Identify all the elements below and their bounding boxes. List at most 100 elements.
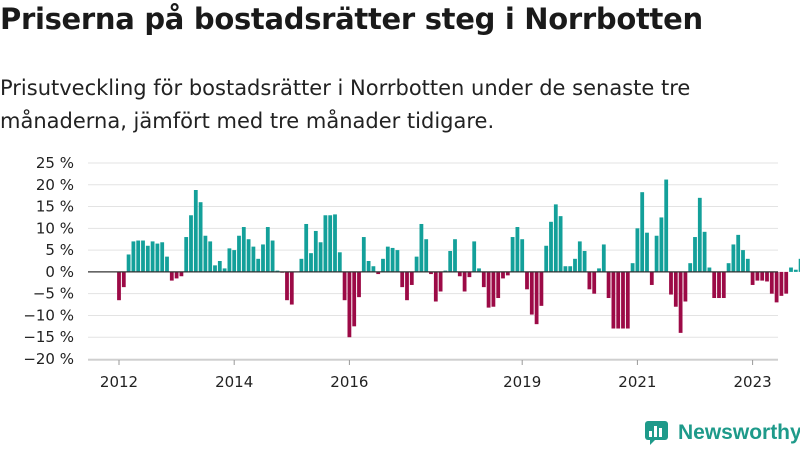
bar — [693, 237, 697, 272]
bar — [750, 271, 755, 285]
bar — [664, 179, 669, 272]
bar — [568, 266, 573, 272]
bar — [717, 271, 721, 299]
bar — [184, 237, 189, 272]
y-tick-label: 5 % — [45, 241, 74, 259]
bar — [328, 215, 333, 272]
bar — [510, 237, 515, 272]
bar — [784, 271, 789, 294]
bar — [126, 254, 131, 272]
x-tick-label: 2016 — [330, 373, 368, 391]
newsworthy-logo-icon — [645, 421, 668, 445]
bar — [433, 271, 438, 302]
bar — [525, 271, 529, 290]
bar — [741, 250, 745, 272]
bar — [635, 228, 640, 272]
bar — [438, 271, 443, 292]
bar — [232, 250, 237, 272]
bar — [582, 250, 587, 272]
x-tick-label: 2023 — [734, 373, 772, 391]
bar — [299, 258, 304, 272]
bar — [467, 271, 472, 278]
y-tick-label: 15 % — [36, 198, 74, 216]
y-tick-label: 10 % — [36, 219, 74, 237]
bar — [198, 202, 203, 272]
y-tick-label: 25 % — [36, 154, 74, 172]
chart-subtitle: Prisutveckling för bostadsrätter i Norrb… — [0, 76, 691, 133]
bar — [736, 234, 741, 272]
bar — [304, 223, 309, 272]
bar-chart: 25 % 20 % 15 % 10 % 5 % 0 % −5 % −10 % −15 % −20 … — [23, 154, 800, 391]
bar — [726, 263, 731, 272]
bar — [309, 253, 313, 272]
gridlines — [88, 162, 778, 360]
y-tick-label: −20 % — [23, 350, 74, 368]
chart-title: Priserna på bostadsrätter steg i Norrbot… — [0, 2, 703, 36]
bar — [160, 242, 165, 272]
bar — [534, 271, 539, 325]
bar — [649, 271, 654, 285]
bar — [429, 271, 433, 275]
bar — [409, 271, 414, 285]
bar — [203, 235, 208, 272]
bar — [683, 271, 688, 302]
bar — [597, 268, 601, 272]
bar — [707, 267, 712, 272]
bar — [385, 246, 390, 272]
bar — [688, 263, 693, 272]
bar — [405, 271, 409, 301]
y-tick-label: −15 % — [23, 328, 74, 346]
bar — [318, 242, 323, 272]
bar — [395, 250, 400, 272]
bar — [174, 271, 179, 279]
bar — [193, 190, 198, 272]
bar — [323, 215, 328, 272]
bar — [702, 231, 707, 272]
bar — [654, 235, 659, 272]
bar — [145, 245, 150, 272]
bar — [769, 271, 774, 294]
bar — [376, 271, 381, 275]
bar — [275, 270, 280, 272]
bar — [227, 248, 232, 272]
bar — [611, 271, 616, 329]
bar — [472, 241, 477, 272]
bar — [400, 271, 405, 288]
y-tick-label: −10 % — [23, 306, 74, 324]
bar — [189, 215, 193, 272]
bar — [448, 250, 453, 272]
bar — [357, 271, 361, 298]
bar — [573, 258, 577, 272]
bar — [798, 258, 800, 272]
bar — [443, 270, 448, 272]
bar — [371, 266, 376, 272]
bar — [789, 267, 793, 272]
bar — [606, 271, 611, 299]
bar — [481, 271, 486, 288]
bar — [289, 271, 294, 305]
bar — [285, 271, 289, 301]
bar — [251, 246, 256, 272]
bar — [246, 239, 251, 272]
bar — [587, 271, 592, 290]
bar — [520, 239, 525, 272]
bar — [165, 256, 169, 272]
bar — [213, 265, 217, 272]
x-tick-label: 2019 — [503, 373, 541, 391]
bar — [616, 271, 621, 329]
bar — [721, 271, 726, 299]
bar — [712, 271, 717, 299]
bar — [136, 240, 141, 272]
bar — [659, 217, 664, 272]
bar — [333, 214, 337, 272]
bar — [491, 271, 496, 307]
bar — [765, 271, 769, 282]
bar — [529, 271, 534, 315]
y-tick-label: 20 % — [36, 176, 74, 194]
bar — [121, 271, 126, 288]
x-tick-label: 2012 — [100, 373, 138, 391]
bar — [342, 271, 347, 301]
bar — [793, 269, 798, 272]
bar — [241, 227, 246, 272]
bar — [539, 271, 544, 306]
